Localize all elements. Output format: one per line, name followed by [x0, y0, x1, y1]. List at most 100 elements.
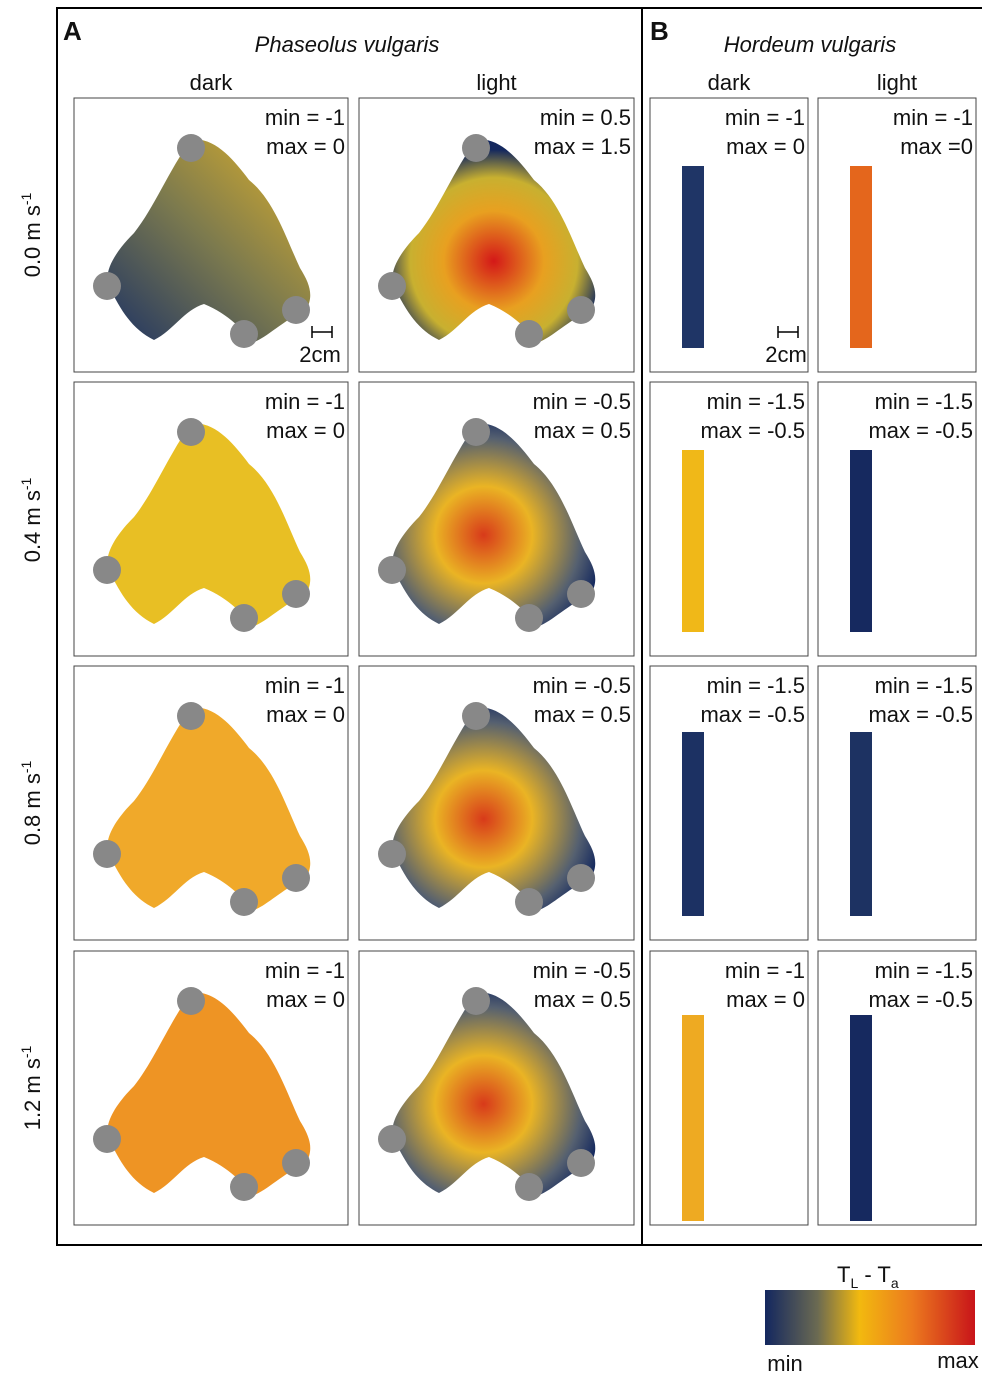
- range-min: min = -1.5: [875, 958, 973, 983]
- row-label-sup: -1: [18, 477, 34, 490]
- range-min: min = -0.5: [533, 673, 631, 698]
- colorbar-max: max: [937, 1348, 979, 1373]
- row-label-sup: -1: [18, 760, 34, 773]
- colorbar-title: TL - Ta: [837, 1262, 899, 1291]
- panel-letter: B: [650, 16, 669, 46]
- range-max: max = -0.5: [700, 418, 805, 443]
- holder: [177, 987, 205, 1015]
- holder: [462, 134, 490, 162]
- specimen: [682, 1015, 704, 1221]
- row-label-sup: -1: [18, 1045, 34, 1058]
- range-max: max = -0.5: [700, 702, 805, 727]
- range-max: max = 0.5: [534, 987, 631, 1012]
- row-label-text: 0.4 m s: [20, 490, 45, 562]
- holder: [567, 1149, 595, 1177]
- leaf-strip: [682, 166, 704, 348]
- holder: [515, 604, 543, 632]
- leaf-strip: [850, 732, 872, 916]
- holder: [378, 1125, 406, 1153]
- range-min: min = 0.5: [540, 105, 631, 130]
- range-max: max =0: [900, 134, 973, 159]
- specimen: [850, 166, 872, 348]
- range-max: max = -0.5: [868, 418, 973, 443]
- leaf-strip: [682, 1015, 704, 1221]
- range-max: max = 0: [266, 418, 345, 443]
- range-max: max = 0.5: [534, 418, 631, 443]
- row-label-text: 0.0 m s: [20, 205, 45, 277]
- holder: [230, 604, 258, 632]
- holder: [177, 134, 205, 162]
- range-min: min = -1: [265, 105, 345, 130]
- holder: [378, 840, 406, 868]
- specimen: [682, 166, 704, 348]
- row-label: 1.2 m s-1: [18, 1045, 45, 1130]
- range-min: min = -1.5: [707, 389, 805, 414]
- holder: [230, 320, 258, 348]
- holder: [515, 320, 543, 348]
- range-max: max = -0.5: [868, 702, 973, 727]
- scale-bar-label: 2cm: [299, 342, 341, 367]
- specimen: [850, 1015, 872, 1221]
- range-min: min = -1.5: [875, 673, 973, 698]
- range-min: min = -1.5: [875, 389, 973, 414]
- holder: [567, 296, 595, 324]
- holder: [177, 418, 205, 446]
- holder: [230, 1173, 258, 1201]
- range-max: max = 0: [266, 134, 345, 159]
- column-label: dark: [708, 70, 752, 95]
- holder: [462, 702, 490, 730]
- holder: [515, 888, 543, 916]
- holder: [282, 296, 310, 324]
- leaf-strip: [682, 732, 704, 916]
- row-label: 0.4 m s-1: [18, 477, 45, 562]
- colorbar-min: min: [767, 1351, 802, 1375]
- colorbar: [765, 1290, 975, 1345]
- range-max: max = 0: [266, 702, 345, 727]
- range-min: min = -1: [725, 105, 805, 130]
- panel-letter: A: [63, 16, 82, 46]
- holder: [567, 580, 595, 608]
- panel-title: Phaseolus vulgaris: [255, 32, 440, 57]
- holder: [282, 1149, 310, 1177]
- holder: [282, 864, 310, 892]
- holder: [93, 840, 121, 868]
- range-max: max = 1.5: [534, 134, 631, 159]
- row-label-sup: -1: [18, 192, 34, 205]
- holder: [282, 580, 310, 608]
- specimen: [850, 732, 872, 916]
- holder: [230, 888, 258, 916]
- column-label: light: [877, 70, 917, 95]
- leaf-strip: [850, 1015, 872, 1221]
- column-label: light: [476, 70, 516, 95]
- panel-title: Hordeum vulgaris: [724, 32, 896, 57]
- holder: [515, 1173, 543, 1201]
- range-min: min = -1: [893, 105, 973, 130]
- range-min: min = -0.5: [533, 958, 631, 983]
- holder: [93, 556, 121, 584]
- specimen: [850, 450, 872, 632]
- row-label-text: 1.2 m s: [20, 1058, 45, 1130]
- range-min: min = -1: [265, 389, 345, 414]
- range-min: min = -1: [265, 958, 345, 983]
- range-min: min = -1: [265, 673, 345, 698]
- specimen: [682, 450, 704, 632]
- holder: [462, 987, 490, 1015]
- row-label: 0.0 m s-1: [18, 192, 45, 277]
- holder: [177, 702, 205, 730]
- range-max: max = 0: [266, 987, 345, 1012]
- leaf-strip: [682, 450, 704, 632]
- range-max: max = -0.5: [868, 987, 973, 1012]
- holder: [567, 864, 595, 892]
- holder: [378, 556, 406, 584]
- holder: [462, 418, 490, 446]
- leaf-strip: [850, 166, 872, 348]
- holder: [93, 1125, 121, 1153]
- range-max: max = 0.5: [534, 702, 631, 727]
- row-label: 0.8 m s-1: [18, 760, 45, 845]
- range-max: max = 0: [726, 987, 805, 1012]
- range-min: min = -0.5: [533, 389, 631, 414]
- row-label-text: 0.8 m s: [20, 773, 45, 845]
- holder: [378, 272, 406, 300]
- range-max: max = 0: [726, 134, 805, 159]
- holder: [93, 272, 121, 300]
